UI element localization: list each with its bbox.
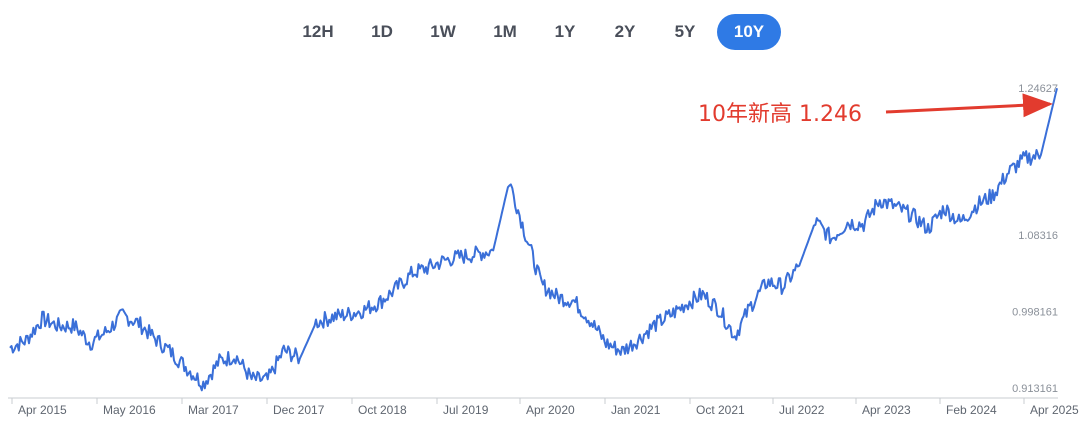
x-tick-label: Apr 2015 (18, 403, 67, 417)
time-range-tabs: 12H 1D 1W 1M 1Y 2Y 5Y 10Y (0, 14, 1080, 52)
x-tick-label: Oct 2018 (358, 403, 407, 417)
tab-1w[interactable]: 1W (430, 22, 456, 41)
tab-1d[interactable]: 1D (371, 22, 393, 41)
y-axis-labels: 1.24627 1.08316 0.998161 0.913161 (1012, 83, 1058, 395)
tab-2y[interactable]: 2Y (614, 22, 636, 41)
x-tick-label: Apr 2020 (526, 403, 575, 417)
tab-1y[interactable]: 1Y (554, 22, 576, 41)
tab-12h[interactable]: 12H (302, 22, 334, 41)
x-tick-label: Jul 2022 (779, 403, 825, 417)
x-axis-ticks: Apr 2015 May 2016 Mar 2017 Dec 2017 Oct 2018… (11, 398, 1079, 417)
x-tick-label: Jul 2019 (443, 403, 489, 417)
y-tick-label: 1.24627 (1018, 83, 1058, 95)
annotation-label: 10年新高 1.246 (698, 102, 862, 127)
y-tick-label: 1.08316 (1018, 230, 1058, 242)
x-tick-label: May 2016 (103, 403, 156, 417)
y-tick-label: 0.913161 (1012, 383, 1058, 395)
x-tick-label: Mar 2017 (188, 403, 239, 417)
annotation: 10年新高 1.246 (698, 93, 1053, 127)
x-tick-label: Feb 2024 (946, 403, 997, 417)
x-tick-label: Apr 2023 (862, 403, 911, 417)
x-tick-label: Jan 2021 (611, 403, 661, 417)
tab-10y[interactable]: 10Y (717, 14, 781, 50)
series-line (9, 87, 1058, 392)
x-tick-label: Oct 2021 (696, 403, 745, 417)
tab-1m[interactable]: 1M (493, 22, 517, 41)
annotation-arrow (885, 93, 1053, 118)
x-tick-label: Apr 2025 (1030, 403, 1079, 417)
tab-5y[interactable]: 5Y (674, 22, 696, 41)
x-tick-label: Dec 2017 (273, 403, 325, 417)
y-tick-label: 0.998161 (1012, 306, 1058, 318)
